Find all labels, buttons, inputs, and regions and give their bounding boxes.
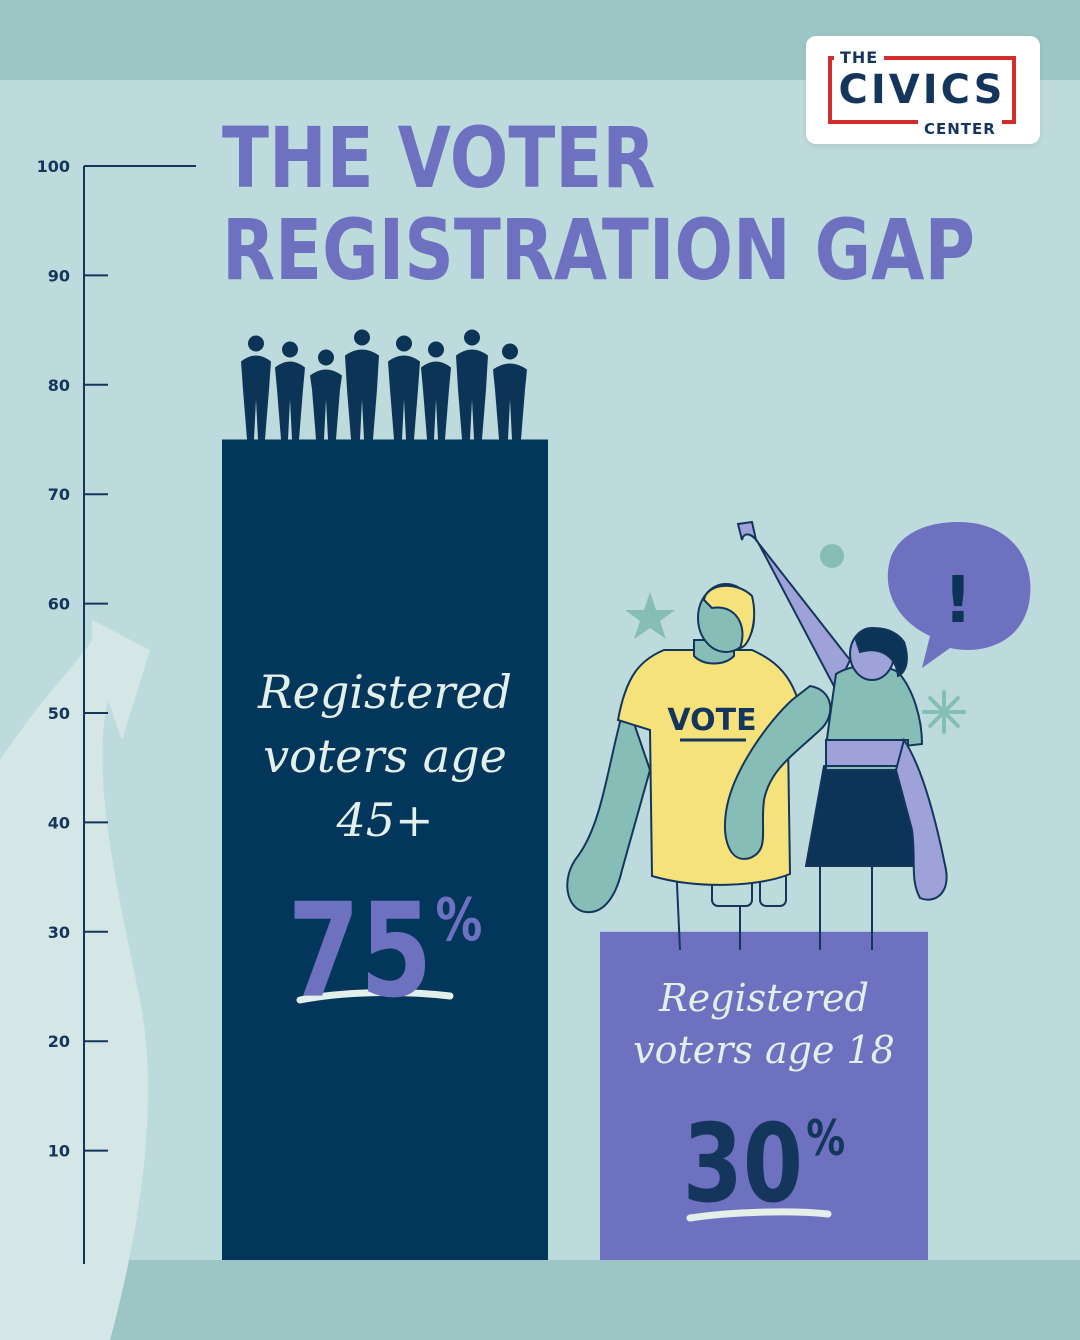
speech-bubble-text: ! [943, 564, 972, 638]
woman-figure [736, 520, 948, 950]
crowd-silhouette-icon [241, 329, 527, 440]
y-tick-label-100: 100 [37, 157, 70, 176]
y-tick-label-20: 20 [48, 1032, 70, 1051]
logo-center-text: CENTER [918, 120, 1002, 138]
bars [222, 439, 928, 1260]
crowd-person-4 [388, 335, 420, 440]
crowd-person-0 [241, 335, 271, 440]
value-unit-18: % [806, 1111, 846, 1167]
y-axis-ticks: 10 20 30 40 50 60 70 80 90 100 [37, 157, 108, 1161]
crowd-person-6 [456, 329, 488, 440]
value-label-18: 30% [633, 1080, 895, 1224]
man-figure: VOTE [566, 583, 832, 951]
bar-label-18-line2: voters age 18 [633, 1028, 895, 1072]
value-label-45-plus: 75% [255, 850, 516, 1021]
bar-label-45-line2: voters age [263, 729, 507, 783]
value-number-18: 30 [682, 1102, 804, 1228]
speech-bubble-icon: ! [887, 522, 1031, 668]
star-icon [625, 592, 675, 639]
arrow-icon [0, 620, 150, 1340]
bar-label-45-line3: 45+ [336, 793, 434, 847]
bar-label-18: Registered voters age 18 [600, 972, 928, 1076]
crowd-person-1 [275, 341, 305, 440]
logo-civics-text: CIVICS [838, 67, 1006, 113]
y-tick-label-60: 60 [48, 595, 70, 614]
value-unit-45: % [435, 886, 483, 954]
people-illustration: ! VOTE [566, 520, 1031, 951]
y-tick-label-40: 40 [48, 813, 70, 832]
y-axis [83, 165, 196, 1264]
bar-1 [600, 931, 928, 1260]
page-title-line2: REGISTRATION GAP [222, 201, 975, 299]
logo-the-text: THE [834, 48, 885, 67]
underline-18 [686, 1208, 832, 1222]
value-number-45: 75 [287, 874, 433, 1027]
crowd-person-5 [421, 341, 451, 440]
y-tick-label-90: 90 [48, 266, 70, 285]
y-tick-label-10: 10 [48, 1142, 70, 1161]
civics-center-logo: THE CIVICS CENTER [806, 36, 1040, 144]
dot-icon [820, 544, 844, 568]
crowd-person-2 [310, 349, 342, 440]
bar-label-18-line1: Registered [659, 976, 869, 1020]
y-tick-label-30: 30 [48, 923, 70, 942]
asterisk-icon [922, 690, 966, 734]
page-title: THE VOTER REGISTRATION GAP [222, 112, 975, 296]
y-tick-label-50: 50 [48, 704, 70, 723]
y-tick-label-80: 80 [48, 376, 70, 395]
bar-label-45-plus: Registered voters age 45+ [222, 660, 548, 852]
page-title-line1: THE VOTER [222, 109, 656, 207]
vote-shirt-text: VOTE [667, 703, 756, 738]
y-tick-label-70: 70 [48, 485, 70, 504]
bar-0 [222, 439, 548, 1260]
bar-label-45-line1: Registered [258, 665, 512, 719]
underline-45 [296, 989, 454, 1004]
crowd-person-7 [493, 343, 527, 440]
crowd-person-3 [345, 329, 379, 440]
